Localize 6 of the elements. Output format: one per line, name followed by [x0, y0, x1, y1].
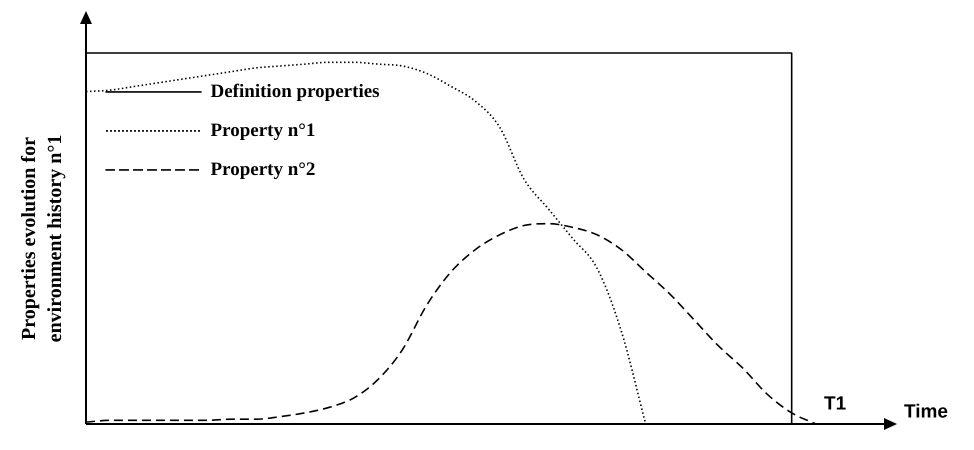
legend-label: Property n°2	[210, 158, 316, 180]
y-axis-title: Properties evolution for environment history n°1	[18, 134, 66, 342]
annotation: T1	[824, 394, 847, 415]
legend-label: Definition properties	[210, 80, 380, 102]
x-axis-title: Time	[904, 402, 948, 423]
legend-label: Property n°1	[210, 120, 316, 141]
